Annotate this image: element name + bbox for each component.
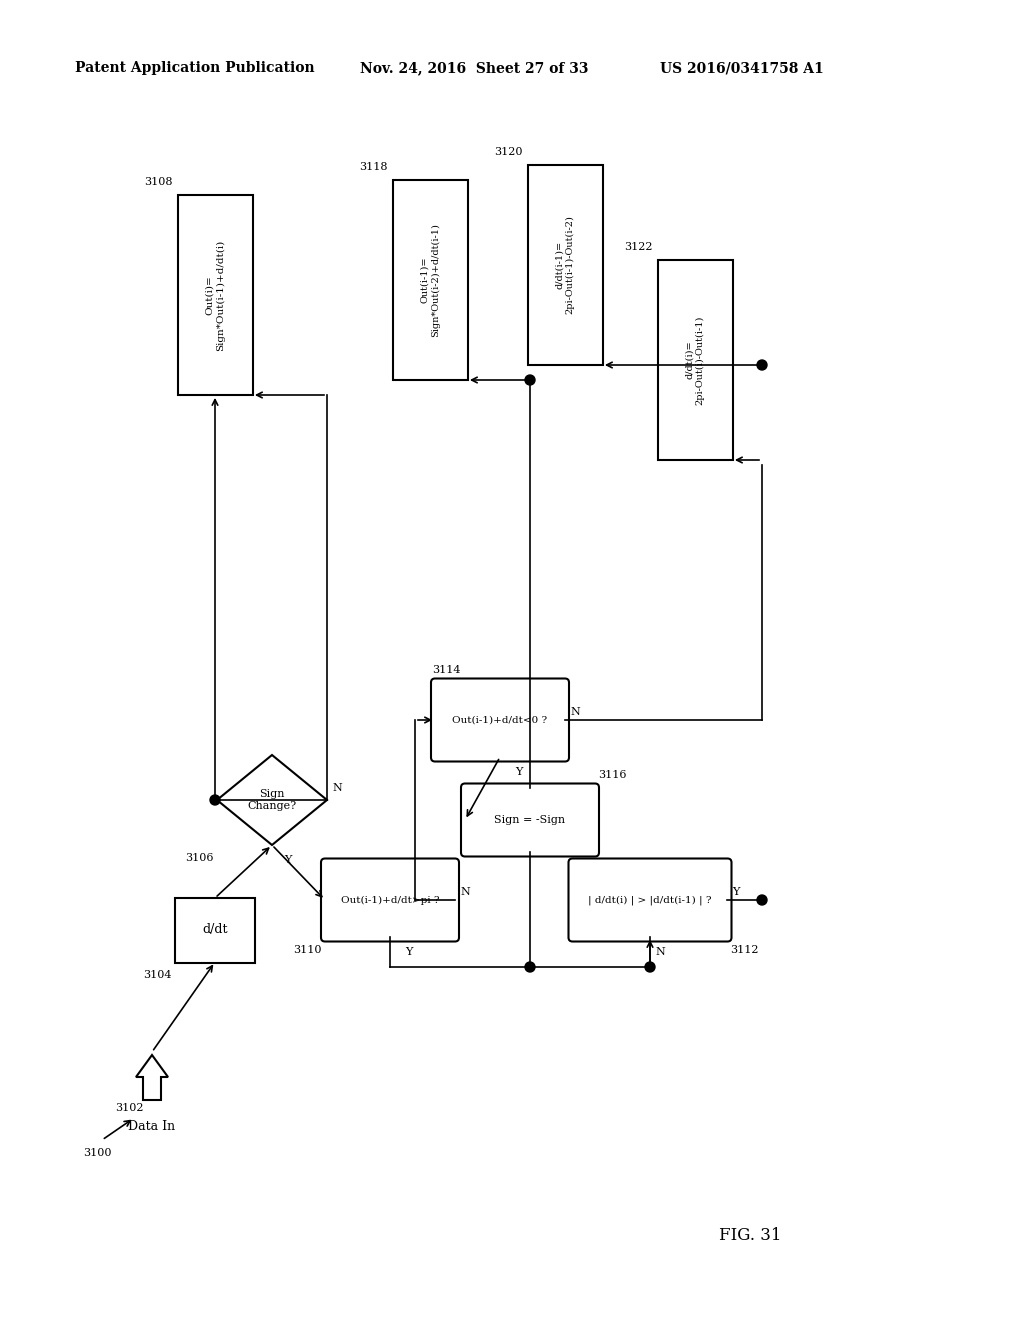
FancyBboxPatch shape [175,898,255,962]
Text: Out(i-1)+d/dt<0 ?: Out(i-1)+d/dt<0 ? [453,715,548,725]
Text: N: N [460,887,470,898]
Circle shape [525,962,535,972]
Circle shape [210,795,220,805]
Text: Sign = -Sign: Sign = -Sign [495,814,565,825]
Polygon shape [217,755,327,845]
Circle shape [645,962,655,972]
Text: Out(i)=
Sign*Out(i-1)+d/dt(i): Out(i)= Sign*Out(i-1)+d/dt(i) [205,239,225,351]
Text: Nov. 24, 2016  Sheet 27 of 33: Nov. 24, 2016 Sheet 27 of 33 [360,61,589,75]
FancyBboxPatch shape [527,165,602,366]
Text: 3102: 3102 [116,1104,144,1113]
Text: 3108: 3108 [144,177,173,187]
Text: 3104: 3104 [143,970,172,979]
Circle shape [525,375,535,385]
Text: Y: Y [284,855,292,865]
FancyBboxPatch shape [392,180,468,380]
Text: Y: Y [732,887,739,898]
Text: Y: Y [406,946,413,957]
FancyBboxPatch shape [431,678,569,762]
Text: 3114: 3114 [432,665,461,675]
Text: US 2016/0341758 A1: US 2016/0341758 A1 [660,61,823,75]
Text: Data In: Data In [128,1119,175,1133]
Text: FIG. 31: FIG. 31 [719,1226,781,1243]
Text: N: N [570,708,580,717]
Text: 3110: 3110 [294,945,322,954]
Text: Out(i-1)+d/dt>pi ?: Out(i-1)+d/dt>pi ? [341,895,439,904]
Text: 3120: 3120 [495,147,523,157]
Text: 3106: 3106 [185,853,214,863]
FancyBboxPatch shape [177,195,253,395]
Text: 3118: 3118 [359,162,388,172]
Text: N: N [332,783,342,793]
Text: Out(i-1)=
Sign*Out(i-2)+d/dt(i-1): Out(i-1)= Sign*Out(i-2)+d/dt(i-1) [420,223,439,337]
FancyBboxPatch shape [657,260,732,459]
Text: d/dt: d/dt [203,924,227,936]
FancyArrow shape [136,1055,168,1100]
FancyBboxPatch shape [461,784,599,857]
Text: Sign
Change?: Sign Change? [248,789,297,810]
FancyBboxPatch shape [321,858,459,941]
Text: Y: Y [515,767,522,777]
Text: | d/dt(i) | > |d/dt(i-1) | ?: | d/dt(i) | > |d/dt(i-1) | ? [588,895,712,904]
Text: Patent Application Publication: Patent Application Publication [75,61,314,75]
Text: d/dt(i-1)=
2pi-Out(i-1)-Out(i-2): d/dt(i-1)= 2pi-Out(i-1)-Out(i-2) [555,215,574,314]
Text: 3122: 3122 [625,242,653,252]
Text: 3112: 3112 [730,945,759,954]
Text: 3116: 3116 [598,770,627,780]
Circle shape [757,360,767,370]
Text: 3100: 3100 [83,1148,112,1158]
Text: d/dt(i)=
2pi-Out(i)-Out(i-1): d/dt(i)= 2pi-Out(i)-Out(i-1) [685,315,705,405]
Circle shape [757,895,767,906]
Text: N: N [655,946,665,957]
FancyBboxPatch shape [568,858,731,941]
